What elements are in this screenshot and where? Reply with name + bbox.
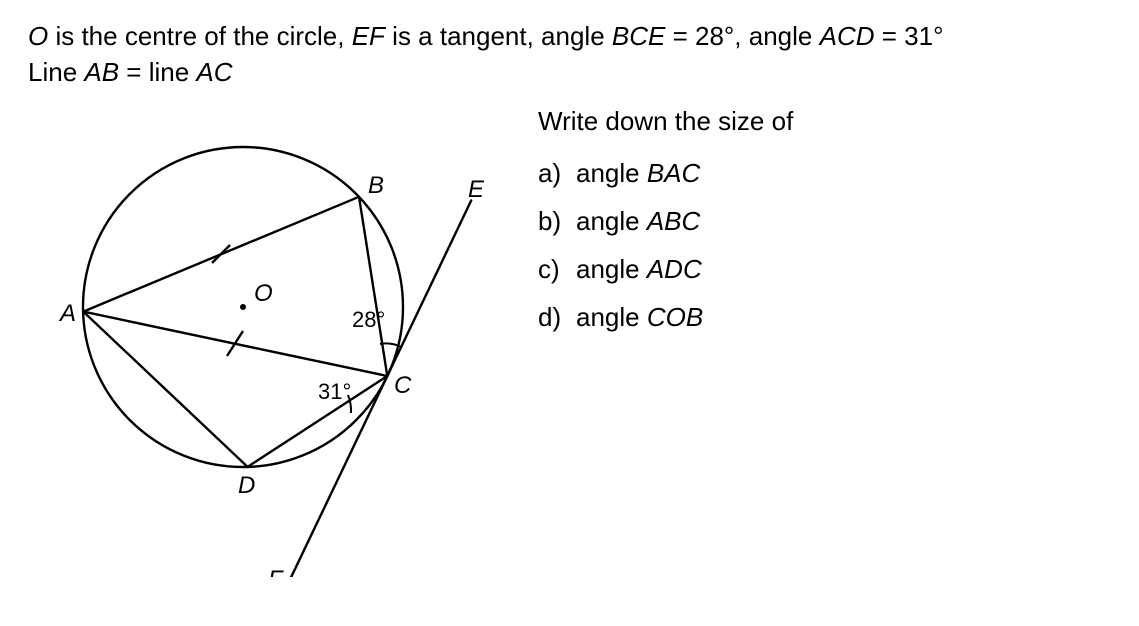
var-AB: AB <box>84 57 119 87</box>
var-EF: EF <box>352 21 385 51</box>
var-O: O <box>28 21 48 51</box>
part-d-letter: d) <box>538 293 576 341</box>
part-b: b) angle ABC <box>538 197 793 245</box>
page: O is the centre of the circle, EF is a t… <box>0 0 1139 626</box>
content-row: 28° 31° A B C D E F O Write down the size of a) … <box>28 97 1111 577</box>
svg-text:D: D <box>238 472 255 499</box>
problem-statement: O is the centre of the circle, EF is a t… <box>28 18 1111 91</box>
svg-text:28°: 28° <box>352 307 385 332</box>
var-BCE: BCE <box>612 21 665 51</box>
svg-text:C: C <box>394 372 412 399</box>
diagram: 28° 31° A B C D E F O <box>28 97 528 577</box>
part-b-text: angle ABC <box>576 197 700 245</box>
svg-text:E: E <box>468 176 485 203</box>
part-c-text: angle ADC <box>576 245 702 293</box>
svg-text:B: B <box>368 172 384 199</box>
problem-line-2: Line AB = line AC <box>28 54 1111 90</box>
part-a-letter: a) <box>538 149 576 197</box>
svg-text:O: O <box>254 280 273 307</box>
part-c: c) angle ADC <box>538 245 793 293</box>
part-a-text: angle BAC <box>576 149 700 197</box>
part-d-text: angle COB <box>576 293 703 341</box>
svg-text:F: F <box>268 566 284 577</box>
part-c-letter: c) <box>538 245 576 293</box>
var-AC: AC <box>196 57 232 87</box>
prompt: Write down the size of <box>538 97 793 145</box>
part-d: d) angle COB <box>538 293 793 341</box>
var-ACD: ACD <box>820 21 875 51</box>
problem-line-1: O is the centre of the circle, EF is a t… <box>28 18 1111 54</box>
question-list: Write down the size of a) angle BAC b) a… <box>538 97 793 341</box>
svg-text:31°: 31° <box>318 379 351 404</box>
geometry-svg: 28° 31° A B C D E F O <box>28 97 528 577</box>
part-a: a) angle BAC <box>538 149 793 197</box>
part-b-letter: b) <box>538 197 576 245</box>
svg-text:A: A <box>58 300 76 327</box>
